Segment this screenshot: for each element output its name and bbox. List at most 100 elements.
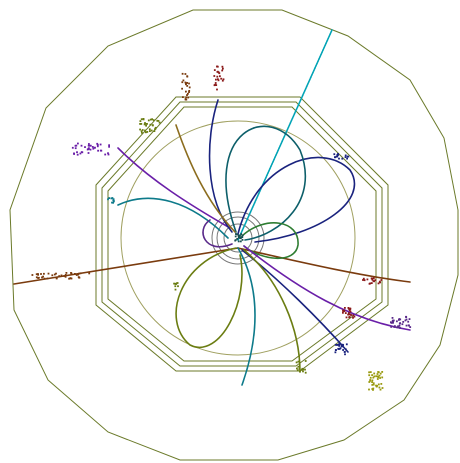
hit-marker [362,279,364,281]
track[interactable] [175,124,236,233]
hit-marker [110,197,113,200]
hit-marker [398,319,400,321]
hit-marker [348,312,350,315]
hit-marker [237,234,240,237]
hit-marker [96,142,99,145]
hit-marker [87,152,90,154]
hit-marker [43,277,46,280]
hit-marker [341,343,344,346]
hit-marker [371,381,373,383]
hit-marker [107,153,110,156]
hit-marker [344,154,347,157]
hit-marker [37,273,39,275]
track[interactable] [13,247,239,285]
hit-marker [380,279,383,281]
hit-marker [35,273,38,276]
hit-marker [372,383,375,386]
hit-marker [88,147,90,150]
hit-marker [154,126,157,129]
hit-marker [188,91,190,93]
track[interactable] [237,247,256,386]
hit-marker [371,384,374,386]
track[interactable] [241,222,299,260]
hit-marker [188,90,191,92]
hit-marker [379,388,382,391]
hit-marker [371,278,374,281]
hit-marker [348,316,351,319]
track[interactable] [243,249,301,373]
hit-marker [181,81,184,84]
hit-marker [60,274,63,277]
hit-marker [372,280,375,282]
hit-marker [344,156,347,158]
hit-marker [341,157,344,160]
hit-marker [338,157,340,160]
hit-marker [380,383,383,385]
hit-marker [158,121,161,124]
hit-marker [153,130,156,132]
hit-marker [404,319,407,322]
hit-marker [108,144,110,147]
hit-marker [214,83,217,86]
hit-marker [156,119,159,122]
hit-marker [184,98,187,101]
hit-marker [300,369,303,371]
track[interactable] [117,197,229,239]
hit-marker [146,131,149,133]
hit-marker [139,120,142,122]
hit-marker [173,282,175,285]
tracker-boundary [120,120,356,356]
track[interactable] [243,245,411,331]
track[interactable] [237,247,411,283]
hit-marker [216,71,219,73]
hit-marker [139,128,141,131]
hit-marker [149,123,152,126]
track[interactable] [237,156,356,243]
hit-marker [77,273,79,276]
hit-marker [112,201,114,204]
hit-marker [350,314,352,316]
hit-marker [144,123,147,125]
hit-marker [379,372,382,375]
hit-marker [111,201,113,204]
hit-marker [111,197,114,199]
hit-marker [175,282,178,285]
hit-marker [302,370,304,373]
hit-marker [141,129,144,131]
hit-marker [220,77,223,80]
hit-marker [344,307,346,309]
hit-marker [368,282,371,285]
hit-marker [35,276,38,279]
track[interactable] [117,147,231,229]
hit-marker [347,307,350,309]
hit-marker [299,370,301,373]
hit-marker [340,345,343,348]
hit-marker [185,96,188,99]
hit-marker [369,376,372,379]
hit-marker [213,69,216,71]
hit-marker [88,143,90,145]
hit-marker [76,151,78,154]
hit-marker [222,67,224,70]
hit-marker [186,85,189,87]
hit-marker [112,198,115,201]
hit-marker [108,145,110,148]
hit-marker [375,375,378,378]
hit-marker [334,156,336,159]
hit-marker [372,389,374,391]
track[interactable] [175,247,243,348]
hit-marker [216,88,218,91]
hit-marker [368,388,370,391]
hit-marker [186,94,188,96]
hit-marker [215,84,218,86]
track[interactable] [237,29,333,241]
hit-marker [346,157,348,160]
hit-marker [188,82,190,85]
hit-marker [186,82,188,84]
hit-marker [99,149,102,152]
track[interactable] [208,99,233,233]
track[interactable] [202,219,233,248]
hit-marker [107,198,109,201]
